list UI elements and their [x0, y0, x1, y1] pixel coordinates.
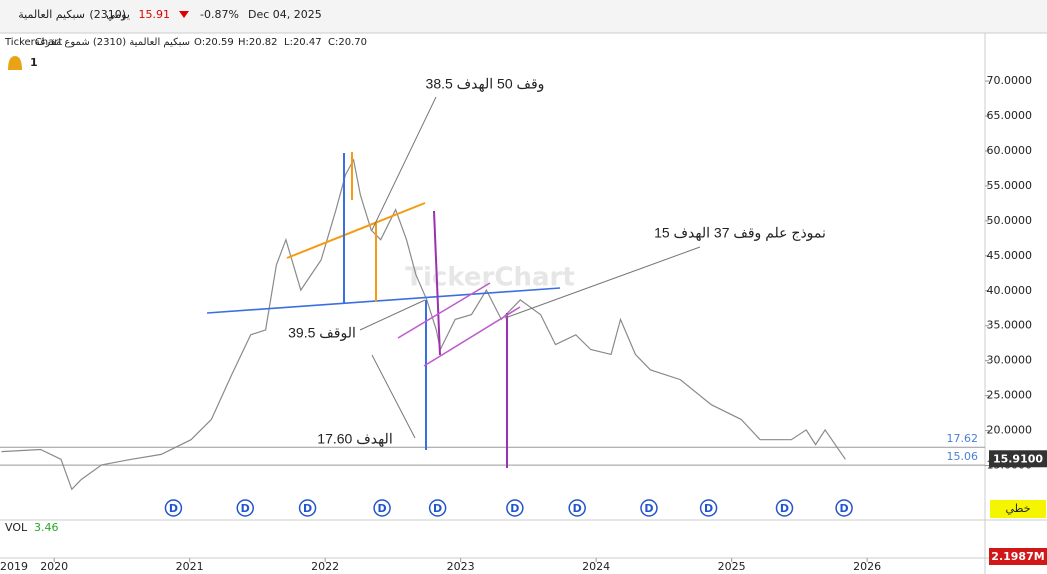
trendline [206, 287, 561, 314]
dividend-marker [164, 499, 183, 517]
header-bar [0, 0, 1047, 33]
price: 15.91 [139, 8, 171, 21]
dividend-label: D [241, 502, 250, 515]
dividend-marker [835, 499, 853, 517]
dividend-marker [775, 499, 794, 517]
stock-name: سبكيم العالمية [18, 8, 85, 21]
high: H:20.82 [238, 37, 278, 48]
dividend-marker [506, 499, 524, 517]
y-tick-label: 40.0000 [987, 284, 1033, 297]
dividend-label: D [704, 502, 713, 515]
trendline [286, 202, 426, 259]
pole [433, 210, 441, 356]
leader [371, 96, 437, 231]
low: L:20.47 [284, 37, 322, 48]
date: Dec 04, 2025 [248, 8, 322, 21]
dividend-marker [640, 499, 658, 517]
down-arrow [179, 11, 189, 18]
x-tick-label: 2024 [582, 560, 610, 573]
annotation: الهدف 17.60 [317, 431, 392, 448]
annotation: الوقف 39.5 [288, 325, 356, 342]
drawings [206, 96, 701, 468]
dividend-marker [699, 499, 718, 517]
stock-code: (2310) [89, 8, 126, 21]
scale-mode-box[interactable] [990, 500, 1046, 518]
dividend-label: D [433, 502, 442, 515]
dividend-marker [236, 499, 254, 517]
x-tick-label: 2019 [0, 560, 28, 573]
y-tick-label: 45.0000 [987, 249, 1033, 262]
level-label: 17.62 [947, 432, 979, 445]
x-tick-label: 2025 [718, 560, 746, 573]
price-box [989, 450, 1047, 468]
x-tick-label: 2020 [40, 560, 68, 573]
y-tick-label: 70.0000 [987, 74, 1033, 87]
dividend-label: D [169, 502, 178, 515]
x-tick-label: 2026 [853, 560, 881, 573]
y-tick-label: 50.0000 [987, 214, 1033, 227]
change: -0.87% [200, 8, 239, 21]
annotation: نموذج علم وقف 37 الهدف 15 [654, 225, 826, 242]
y-tick-label: 20.0000 [987, 424, 1033, 437]
price-line [1, 158, 846, 491]
y-tick-label: 35.0000 [987, 319, 1033, 332]
description: سبكيم العالمية (2310) شموع مفرغة [35, 37, 190, 48]
volume-last: 2.1987M [991, 550, 1044, 563]
dividend-marker [373, 499, 391, 517]
y-tick-label: 30.0000 [987, 354, 1033, 367]
dividend-label: D [644, 502, 653, 515]
volume-box [989, 548, 1047, 565]
level-label: 15.06 [947, 450, 979, 463]
leader [359, 299, 426, 331]
annotation: وقف 50 الهدف 38.5 [426, 76, 545, 93]
y-tick-label: 60.0000 [987, 144, 1033, 157]
dividend-label: D [303, 502, 312, 515]
dividend-label: D [573, 502, 582, 515]
scale-mode[interactable]: خطي [1006, 502, 1031, 515]
x-tick-label: 2022 [311, 560, 339, 573]
dividend-marker [568, 499, 586, 517]
open: O:20.59 [194, 37, 234, 48]
dividend-label: D [780, 502, 789, 515]
y-tick-label: 25.0000 [987, 389, 1033, 402]
y-tick-label: 65.0000 [987, 109, 1033, 122]
x-tick-label: 2021 [176, 560, 204, 573]
leader [371, 354, 416, 439]
period[interactable]: يومي [106, 8, 130, 21]
brand: TickerChart [4, 37, 62, 48]
close: C:20.70 [328, 37, 367, 48]
alert-bell[interactable] [8, 56, 22, 70]
volume-value: 3.46 [34, 521, 59, 534]
channel [423, 306, 521, 367]
watermark: TickerChart [405, 263, 575, 293]
price-label: 15.9100 [993, 452, 1043, 465]
volume-label: VOL [5, 521, 28, 534]
y-tick-label: 55.0000 [987, 179, 1033, 192]
leader [504, 246, 701, 319]
dividend-label: D [378, 502, 387, 515]
alert-count[interactable]: 1 [30, 56, 38, 69]
dividend-label: D [840, 502, 849, 515]
dividend-marker [428, 499, 447, 517]
x-tick-label: 2023 [447, 560, 475, 573]
channel [397, 282, 491, 339]
dividend-label: D [510, 502, 519, 515]
dividend-marker [298, 499, 317, 517]
